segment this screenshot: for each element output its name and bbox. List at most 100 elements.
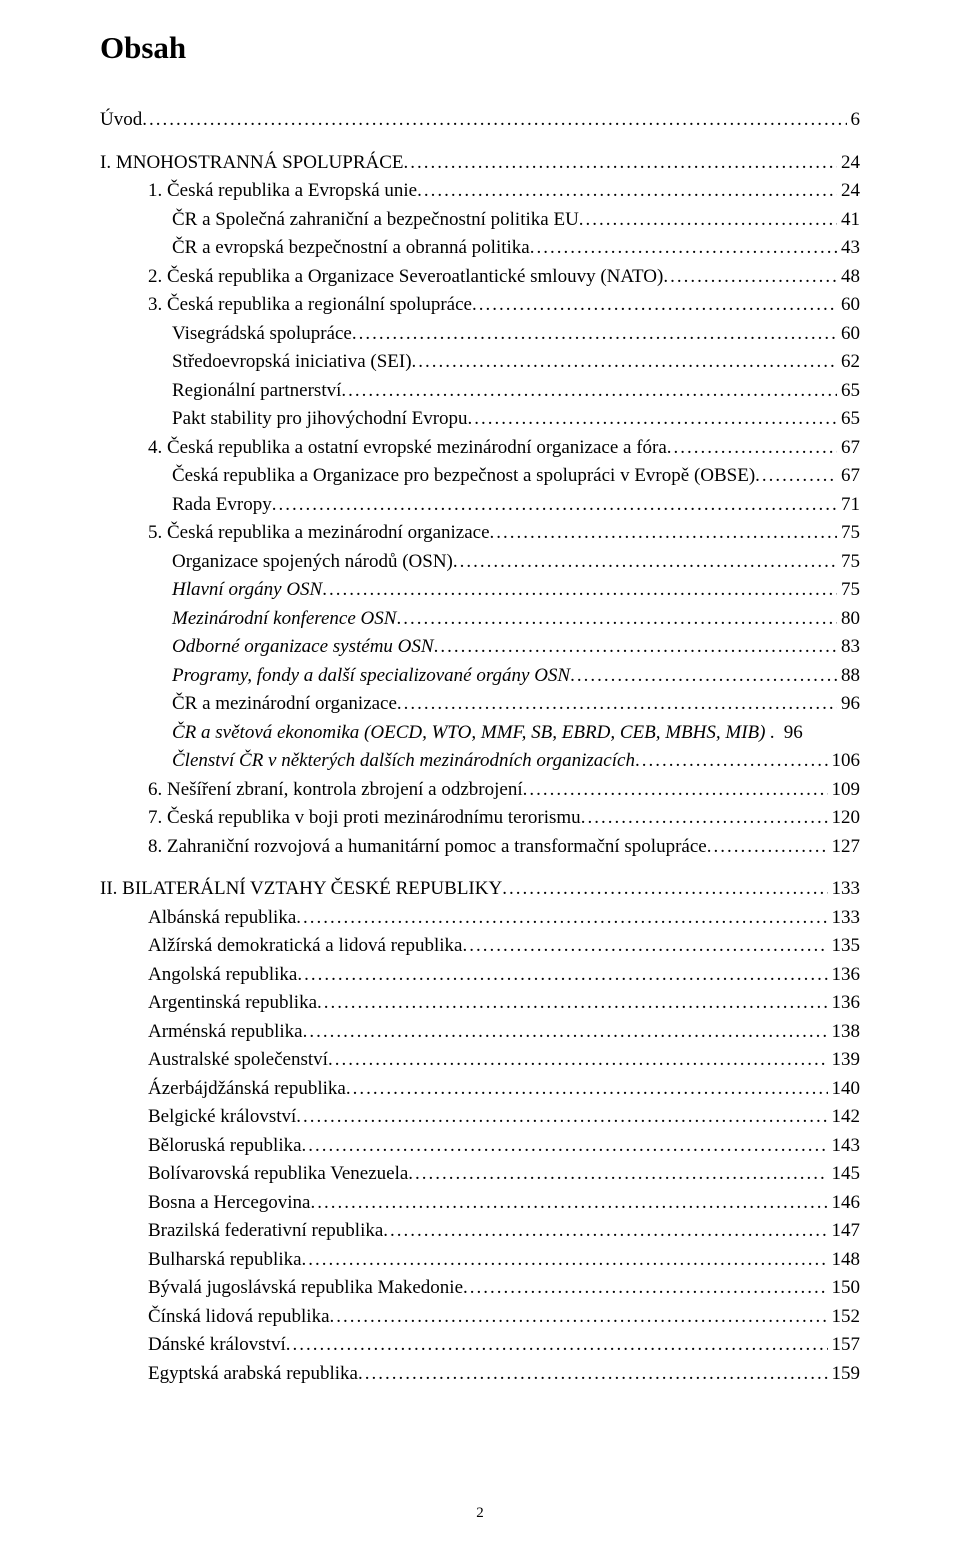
toc-entry: 3. Česká republika a regionální spoluprá… bbox=[100, 291, 860, 320]
toc-entry-page: 88 bbox=[837, 662, 860, 691]
toc-entry: Rada Evropy71 bbox=[100, 491, 860, 520]
toc-entry: Dánské království157 bbox=[100, 1331, 860, 1360]
toc-entry-page: 43 bbox=[837, 234, 860, 263]
toc-entry: Angolská republika136 bbox=[100, 961, 860, 990]
toc-entry-label: ČR a světová ekonomika (OECD, WTO, MMF, … bbox=[172, 719, 775, 748]
toc-entry: Organizace spojených národů (OSN)75 bbox=[100, 548, 860, 577]
toc-entry-page: 65 bbox=[837, 377, 860, 406]
toc-entry-label: Arménská republika bbox=[148, 1018, 303, 1047]
table-of-contents: Úvod6I. MNOHOSTRANNÁ SPOLUPRÁCE241. Česk… bbox=[100, 106, 860, 1388]
toc-entry: Argentinská republika136 bbox=[100, 989, 860, 1018]
toc-entry-label: Pakt stability pro jihovýchodní Evropu bbox=[172, 405, 468, 434]
toc-leader-dots bbox=[663, 263, 837, 292]
toc-leader-dots bbox=[317, 989, 827, 1018]
toc-leader-dots bbox=[463, 1274, 827, 1303]
toc-entry-label: Bývalá jugoslávská republika Makedonie bbox=[148, 1274, 463, 1303]
toc-entry-label: Bulharská republika bbox=[148, 1246, 302, 1275]
toc-entry: Běloruská republika143 bbox=[100, 1132, 860, 1161]
toc-leader-dots bbox=[358, 1360, 828, 1389]
toc-leader-dots bbox=[412, 348, 837, 377]
toc-entry-label: Albánská republika bbox=[148, 904, 296, 933]
toc-leader-dots bbox=[635, 747, 828, 776]
toc-entry-label: Alžírská demokratická a lidová republika bbox=[148, 932, 462, 961]
toc-entry-page: 139 bbox=[828, 1046, 861, 1075]
toc-entry-page: 67 bbox=[837, 434, 860, 463]
toc-leader-dots bbox=[579, 206, 837, 235]
toc-entry-page: 140 bbox=[828, 1075, 861, 1104]
toc-entry-label: Egyptská arabská republika bbox=[148, 1360, 358, 1389]
page-title: Obsah bbox=[100, 30, 860, 66]
toc-entry-page: 135 bbox=[828, 932, 861, 961]
toc-entry-label: 8. Zahraniční rozvojová a humanitární po… bbox=[148, 833, 707, 862]
toc-leader-dots bbox=[417, 177, 837, 206]
toc-leader-dots bbox=[434, 633, 837, 662]
toc-entry-page: 24 bbox=[837, 149, 860, 178]
toc-entry: Ázerbájdžánská republika 140 bbox=[100, 1075, 860, 1104]
toc-leader-dots bbox=[396, 605, 837, 634]
toc-entry-page: 83 bbox=[837, 633, 860, 662]
toc-entry-page: 127 bbox=[828, 833, 861, 862]
toc-leader-dots bbox=[322, 576, 837, 605]
toc-entry: 7. Česká republika v boji proti mezináro… bbox=[100, 804, 860, 833]
toc-entry-label: Brazilská federativní republika bbox=[148, 1217, 383, 1246]
toc-entry-label: 2. Česká republika a Organizace Severoat… bbox=[148, 263, 663, 292]
toc-entry-page: 67 bbox=[837, 462, 860, 491]
toc-entry-page: 133 bbox=[828, 875, 861, 904]
toc-entry-page: 133 bbox=[828, 904, 861, 933]
toc-entry-page: 60 bbox=[837, 320, 860, 349]
toc-leader-dots bbox=[352, 320, 837, 349]
toc-entry-page: 159 bbox=[828, 1360, 861, 1389]
toc-entry-label: I. MNOHOSTRANNÁ SPOLUPRÁCE bbox=[100, 149, 404, 178]
toc-entry: Bývalá jugoslávská republika Makedonie15… bbox=[100, 1274, 860, 1303]
toc-entry-label: ČR a mezinárodní organizace bbox=[172, 690, 397, 719]
toc-entry: Bolívarovská republika Venezuela 145 bbox=[100, 1160, 860, 1189]
toc-leader-dots bbox=[341, 377, 837, 406]
toc-entry-label: 1. Česká republika a Evropská unie bbox=[148, 177, 417, 206]
toc-entry-page: 148 bbox=[828, 1246, 861, 1275]
toc-leader-dots bbox=[570, 662, 837, 691]
toc-entry: 8. Zahraniční rozvojová a humanitární po… bbox=[100, 833, 860, 862]
toc-entry-label: Australské společenství bbox=[148, 1046, 328, 1075]
toc-leader-dots bbox=[472, 291, 837, 320]
toc-entry-label: Organizace spojených národů (OSN) bbox=[172, 548, 453, 577]
toc-leader-dots bbox=[502, 875, 827, 904]
toc-entry: II. BILATERÁLNÍ VZTAHY ČESKÉ REPUBLIKY 13… bbox=[100, 875, 860, 904]
toc-entry: 2. Česká republika a Organizace Severoat… bbox=[100, 263, 860, 292]
toc-entry: Australské společenství 139 bbox=[100, 1046, 860, 1075]
toc-entry: 1. Česká republika a Evropská unie24 bbox=[100, 177, 860, 206]
toc-entry-page: 41 bbox=[837, 206, 860, 235]
toc-entry-label: 4. Česká republika a ostatní evropské me… bbox=[148, 434, 667, 463]
toc-entry-page: 96 bbox=[780, 719, 803, 748]
toc-entry-label: Ázerbájdžánská republika bbox=[148, 1075, 346, 1104]
toc-entry-label: Belgické království bbox=[148, 1103, 296, 1132]
toc-entry-page: 65 bbox=[837, 405, 860, 434]
toc-entry-page: 75 bbox=[837, 519, 860, 548]
toc-entry-label: Úvod bbox=[100, 106, 142, 135]
toc-entry: ČR a Společná zahraniční a bezpečnostní … bbox=[100, 206, 860, 235]
toc-entry: ČR a mezinárodní organizace96 bbox=[100, 690, 860, 719]
toc-entry: Visegrádská spolupráce60 bbox=[100, 320, 860, 349]
toc-entry-label: Regionální partnerství bbox=[172, 377, 341, 406]
toc-entry: Egyptská arabská republika 159 bbox=[100, 1360, 860, 1389]
toc-entry: Belgické království142 bbox=[100, 1103, 860, 1132]
toc-leader-dots bbox=[142, 106, 846, 135]
toc-leader-dots bbox=[755, 462, 837, 491]
toc-entry-label: ČR a evropská bezpečnostní a obranná pol… bbox=[172, 234, 530, 263]
toc-entry: Alžírská demokratická a lidová republika… bbox=[100, 932, 860, 961]
toc-entry: ČR a světová ekonomika (OECD, WTO, MMF, … bbox=[100, 719, 860, 748]
toc-entry-page: 106 bbox=[828, 747, 861, 776]
toc-entry-label: II. BILATERÁLNÍ VZTAHY ČESKÉ REPUBLIKY bbox=[100, 875, 502, 904]
toc-entry-label: 5. Česká republika a mezinárodní organiz… bbox=[148, 519, 490, 548]
toc-leader-dots bbox=[453, 548, 837, 577]
toc-entry-label: Angolská republika bbox=[148, 961, 297, 990]
toc-entry-label: Běloruská republika bbox=[148, 1132, 302, 1161]
toc-entry-label: Bolívarovská republika Venezuela bbox=[148, 1160, 408, 1189]
toc-entry-page: 145 bbox=[828, 1160, 861, 1189]
toc-entry-label: Čínská lidová republika bbox=[148, 1303, 330, 1332]
toc-leader-dots bbox=[272, 491, 837, 520]
toc-entry-label: Bosna a Hercegovina bbox=[148, 1189, 311, 1218]
toc-entry-label: Mezinárodní konference OSN bbox=[172, 605, 396, 634]
toc-entry-page: 109 bbox=[828, 776, 861, 805]
toc-leader-dots bbox=[311, 1189, 828, 1218]
toc-entry-label: Dánské království bbox=[148, 1331, 286, 1360]
